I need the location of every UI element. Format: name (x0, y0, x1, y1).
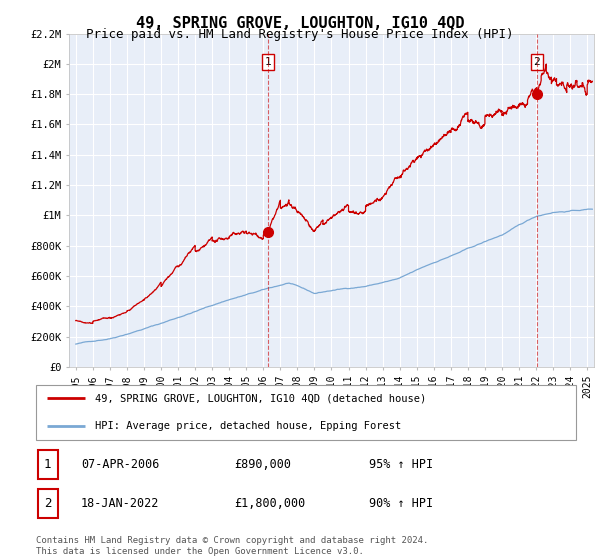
Text: 95% ↑ HPI: 95% ↑ HPI (369, 458, 433, 471)
Text: HPI: Average price, detached house, Epping Forest: HPI: Average price, detached house, Eppi… (95, 421, 401, 431)
Bar (38, 450, 58, 479)
Text: 49, SPRING GROVE, LOUGHTON, IG10 4QD: 49, SPRING GROVE, LOUGHTON, IG10 4QD (136, 16, 464, 31)
Text: Price paid vs. HM Land Registry's House Price Index (HPI): Price paid vs. HM Land Registry's House … (86, 28, 514, 41)
Text: £890,000: £890,000 (234, 458, 291, 471)
Text: £1,800,000: £1,800,000 (234, 497, 305, 510)
Text: 07-APR-2006: 07-APR-2006 (81, 458, 160, 471)
Text: 2: 2 (44, 497, 52, 510)
Bar (38, 489, 58, 518)
Text: Contains HM Land Registry data © Crown copyright and database right 2024.
This d: Contains HM Land Registry data © Crown c… (36, 536, 428, 556)
Text: 2: 2 (533, 57, 540, 67)
Text: 18-JAN-2022: 18-JAN-2022 (81, 497, 160, 510)
Text: 90% ↑ HPI: 90% ↑ HPI (369, 497, 433, 510)
Text: 1: 1 (44, 458, 52, 471)
Text: 1: 1 (265, 57, 271, 67)
Text: 49, SPRING GROVE, LOUGHTON, IG10 4QD (detached house): 49, SPRING GROVE, LOUGHTON, IG10 4QD (de… (95, 394, 427, 403)
